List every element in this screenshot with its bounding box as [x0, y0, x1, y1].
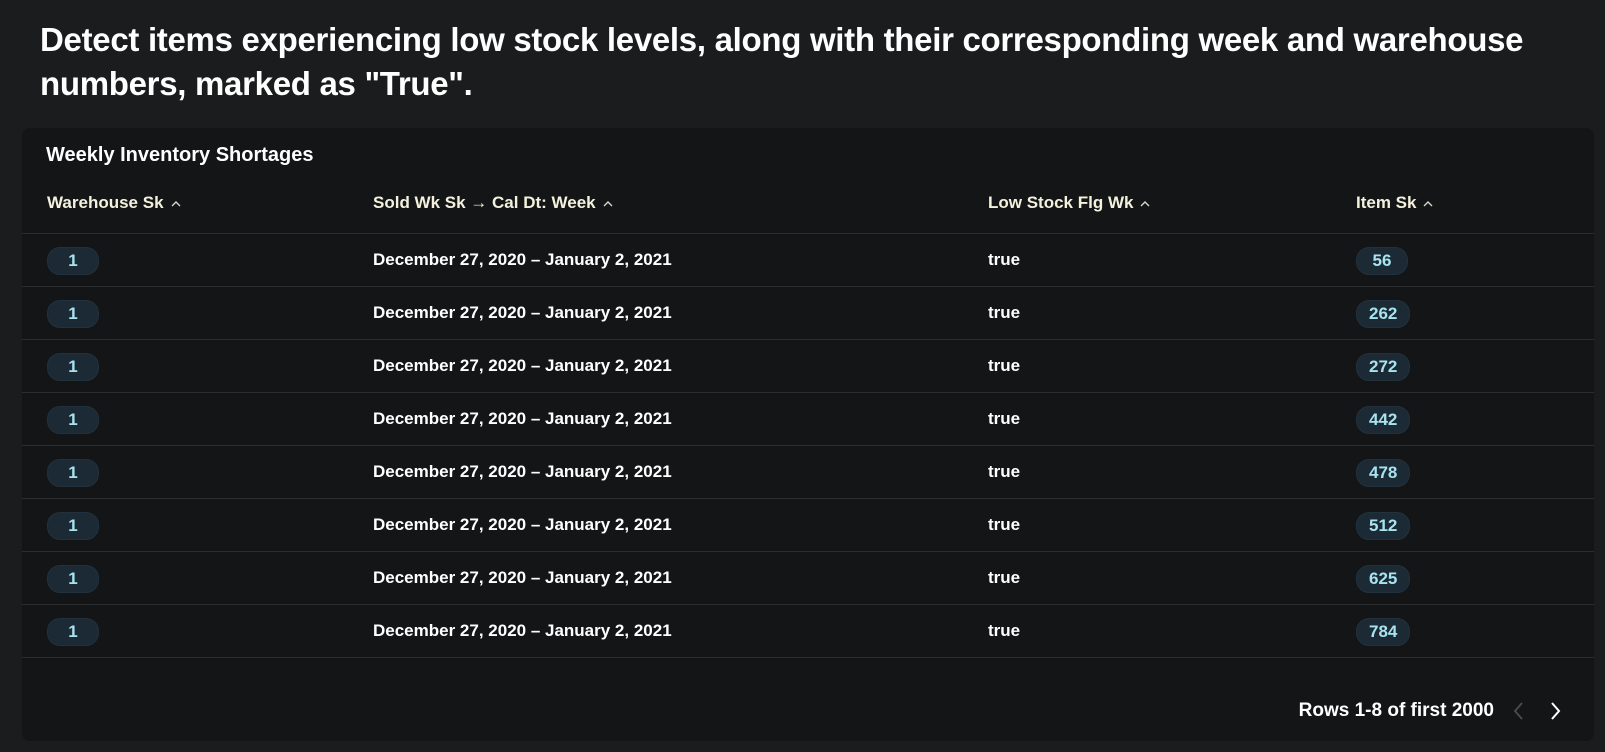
chevron-up-icon: [1422, 199, 1434, 209]
table-row: 1 December 27, 2020 – January 2, 2021 tr…: [22, 446, 1594, 499]
table-row: 1 December 27, 2020 – January 2, 2021 tr…: [22, 552, 1594, 605]
warehouse-sk-pill[interactable]: 1: [47, 405, 99, 434]
low-stock-cell: true: [988, 568, 1021, 587]
column-header-label: Warehouse Sk: [47, 193, 164, 212]
table-row: 1 December 27, 2020 – January 2, 2021 tr…: [22, 605, 1594, 658]
warehouse-sk-pill[interactable]: 1: [47, 352, 99, 381]
week-cell: December 27, 2020 – January 2, 2021: [373, 515, 672, 534]
low-stock-cell: true: [988, 356, 1021, 375]
column-header-label: Sold Wk Sk → Cal Dt: Week: [373, 193, 596, 212]
pagination-label: Rows 1-8 of first 2000: [1298, 700, 1494, 721]
pagination: Rows 1-8 of first 2000: [1299, 695, 1566, 727]
week-cell: December 27, 2020 – January 2, 2021: [373, 409, 672, 428]
week-cell: December 27, 2020 – January 2, 2021: [373, 568, 672, 587]
page-title: Detect items experiencing low stock leve…: [40, 21, 1524, 102]
column-header-sold-week[interactable]: Sold Wk Sk → Cal Dt: Week: [373, 181, 614, 233]
card-title: Weekly Inventory Shortages: [46, 144, 314, 166]
week-cell: December 27, 2020 – January 2, 2021: [373, 621, 672, 640]
warehouse-sk-pill[interactable]: 1: [47, 246, 99, 275]
low-stock-cell: true: [988, 462, 1021, 481]
item-sk-pill[interactable]: 478: [1356, 458, 1411, 487]
week-cell: December 27, 2020 – January 2, 2021: [373, 356, 672, 375]
results-card: Weekly Inventory Shortages Warehouse Sk …: [22, 128, 1594, 741]
column-header-item-sk[interactable]: Item Sk: [1356, 181, 1434, 233]
column-header-label: Low Stock Flg Wk: [988, 193, 1134, 212]
chevron-right-icon[interactable]: [1544, 697, 1566, 725]
table-row: 1 December 27, 2020 – January 2, 2021 tr…: [22, 287, 1594, 340]
item-sk-pill[interactable]: 512: [1356, 511, 1411, 540]
item-sk-pill[interactable]: 784: [1356, 617, 1411, 646]
chevron-left-icon[interactable]: [1508, 697, 1530, 725]
item-sk-pill[interactable]: 262: [1356, 299, 1411, 328]
low-stock-cell: true: [988, 303, 1021, 322]
column-header-label: Item Sk: [1356, 193, 1417, 212]
table-row: 1 December 27, 2020 – January 2, 2021 tr…: [22, 340, 1594, 393]
warehouse-sk-pill[interactable]: 1: [47, 564, 99, 593]
chevron-up-icon: [170, 199, 182, 209]
week-cell: December 27, 2020 – January 2, 2021: [373, 250, 672, 269]
table-row: 1 December 27, 2020 – January 2, 2021 tr…: [22, 393, 1594, 446]
table-row: 1 December 27, 2020 – January 2, 2021 tr…: [22, 234, 1594, 287]
item-sk-pill[interactable]: 56: [1356, 246, 1408, 275]
item-sk-pill[interactable]: 442: [1356, 405, 1411, 434]
low-stock-cell: true: [988, 409, 1021, 428]
warehouse-sk-pill[interactable]: 1: [47, 511, 99, 540]
warehouse-sk-pill[interactable]: 1: [47, 299, 99, 328]
table-header: Warehouse Sk Sold Wk Sk → Cal Dt: Week L…: [22, 181, 1594, 234]
low-stock-cell: true: [988, 250, 1021, 269]
chevron-up-icon: [602, 199, 614, 209]
results-table: Warehouse Sk Sold Wk Sk → Cal Dt: Week L…: [22, 181, 1594, 658]
week-cell: December 27, 2020 – January 2, 2021: [373, 303, 672, 322]
low-stock-cell: true: [988, 515, 1021, 534]
column-header-low-stock-flag[interactable]: Low Stock Flg Wk: [988, 181, 1151, 233]
column-header-warehouse-sk[interactable]: Warehouse Sk: [47, 181, 182, 233]
warehouse-sk-pill[interactable]: 1: [47, 458, 99, 487]
week-cell: December 27, 2020 – January 2, 2021: [373, 462, 672, 481]
item-sk-pill[interactable]: 272: [1356, 352, 1411, 381]
warehouse-sk-pill[interactable]: 1: [47, 617, 99, 646]
low-stock-cell: true: [988, 621, 1021, 640]
table-row: 1 December 27, 2020 – January 2, 2021 tr…: [22, 499, 1594, 552]
chevron-up-icon: [1139, 199, 1151, 209]
item-sk-pill[interactable]: 625: [1356, 564, 1411, 593]
